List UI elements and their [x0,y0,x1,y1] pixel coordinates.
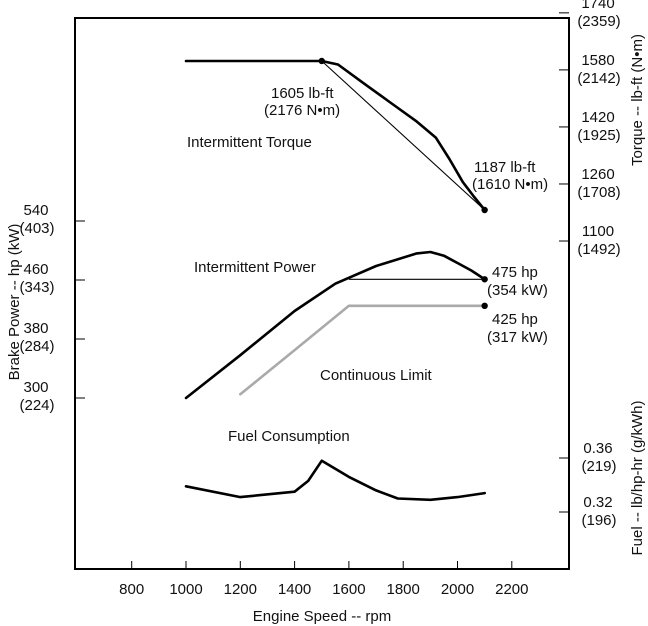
torque-chord-line [321,60,486,211]
annotation-power-rated-metric: (354 kW) [487,282,548,299]
data-points [318,57,488,310]
torque-tick-label: 1260 [581,166,614,183]
torque-tick-label-metric: (2359) [577,13,620,30]
label-intermittent-power: Intermittent Power [194,259,316,276]
annotation-power-rated: 475 hp [492,264,538,281]
plot-frame [74,17,570,570]
left-tick-label: 300 [23,379,48,396]
left-tick-label: 540 [23,202,48,219]
fuel-tick-label: 0.32 [583,494,612,511]
gridlines [75,12,569,569]
data-point [481,276,488,283]
torque-tick-label-metric: (1708) [577,184,620,201]
x-tick-labels: 800 1000 1200 1400 1600 1800 2000 2200 [119,581,528,598]
series-intermittent-power [184,250,486,400]
left-tick-label-metric: (343) [19,279,54,296]
reference-lines [321,60,486,280]
fuel-tick-label-metric: (219) [581,458,616,475]
torque-tick-label: 1580 [581,52,614,69]
annotation-torque-end: 1187 lb-ft [474,159,536,176]
left-tick-labels: 540(403) 460(343) 380(284) 300(224) [19,202,54,414]
torque-tick-label-metric: (1925) [577,127,620,144]
label-fuel-consumption: Fuel Consumption [228,428,350,445]
x-tick-label: 1400 [278,581,311,598]
left-tick-label-metric: (403) [19,220,54,237]
label-intermittent-torque: Intermittent Torque [187,134,312,151]
annotation-torque-end-metric: (1610 N•m) [472,176,548,193]
torque-tick-label-metric: (2142) [577,70,620,87]
annotations: 1605 lb-ft (2176 N•m) 1187 lb-ft (1610 N… [187,85,548,445]
x-tick-label: 1200 [224,581,257,598]
left-tick-label: 380 [23,320,48,337]
x-tick-label: 1600 [332,581,365,598]
x-tick-label: 1000 [169,581,202,598]
x-tick-label: 2000 [441,581,474,598]
annotation-power-continuous: 425 hp [492,311,538,328]
series-fuel-consumption [184,459,486,502]
series-lines [184,59,486,502]
torque-tick-label-metric: (1492) [577,241,620,258]
y-axis-label-fuel: Fuel -- lb/hp-hr (g/kWh) [629,400,646,555]
annotation-torque-peak: 1605 lb-ft [271,85,334,102]
y-axis-label-left: Brake Power -- hp (kW) [6,224,23,381]
y-axis-label-torque: Torque -- lb-ft (N•m) [629,34,646,166]
x-axis-label: Engine Speed -- rpm [253,608,391,625]
series-continuous-limit [239,304,486,396]
left-tick-label: 460 [23,261,48,278]
annotation-torque-peak-metric: (2176 N•m) [264,102,340,119]
right-tick-labels: 1740(2359) 1580(2142) 1420(1925) 1260(1708)… [577,0,620,529]
data-point [481,206,488,214]
x-tick-label: 1800 [387,581,420,598]
torque-tick-label: 1420 [581,109,614,126]
fuel-tick-label: 0.36 [583,440,612,457]
left-tick-label-metric: (224) [19,397,54,414]
label-continuous-limit: Continuous Limit [320,367,433,384]
annotation-power-continuous-metric: (317 kW) [487,329,548,346]
torque-tick-label: 1740 [581,0,614,12]
data-point [481,302,488,310]
x-tick-label: 800 [119,581,144,598]
data-point [318,57,325,65]
left-tick-label-metric: (284) [19,338,54,355]
series-intermittent-torque [184,59,486,212]
torque-tick-label: 1100 [582,223,614,240]
x-tick-label: 2200 [495,581,528,598]
fuel-tick-label-metric: (196) [581,512,616,529]
